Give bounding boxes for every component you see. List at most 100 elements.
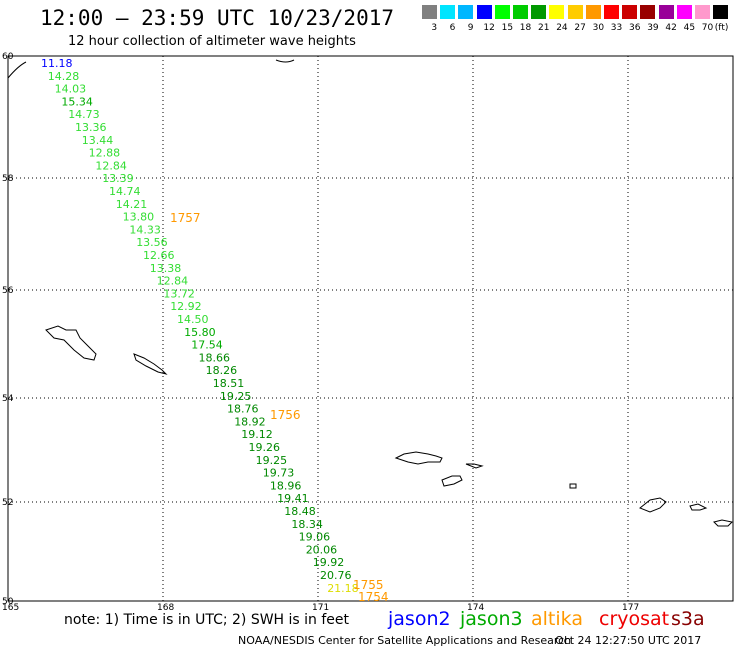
swh-value: 14.50 [177, 313, 209, 326]
colorbar-swatch [713, 5, 729, 19]
swh-value: 13.80 [123, 211, 155, 224]
island-small-1 [465, 463, 484, 469]
swh-value: 19.41 [277, 492, 309, 505]
swh-value: 18.34 [291, 518, 323, 531]
swh-value: 14.33 [129, 223, 161, 236]
satellite-s3a: s3a [671, 608, 705, 630]
colorbar-label: 21 [538, 23, 550, 33]
coastline [7, 59, 734, 527]
colorbar-label: 39 [647, 23, 659, 33]
longitude-label: 177 [622, 603, 639, 613]
colorbar-label: 9 [467, 23, 474, 33]
swh-value: 12.92 [170, 300, 202, 313]
colorbar-swatch [622, 5, 638, 19]
island-small-2 [441, 475, 463, 487]
swh-value: 15.34 [61, 95, 93, 108]
colorbar-label: 42 [665, 23, 677, 33]
colorbar-swatch [676, 5, 692, 19]
swh-value: 18.96 [270, 479, 302, 492]
colorbar-label: 70 [701, 23, 714, 33]
colorbar-label: 36 [629, 23, 641, 33]
swh-value: 19.25 [256, 454, 288, 467]
colorbar-swatch [531, 5, 547, 19]
colorbar-label: 45 [683, 23, 696, 33]
swh-value: 14.74 [109, 185, 141, 198]
swh-value: 13.44 [82, 134, 114, 147]
colorbar-swatch [585, 5, 601, 19]
colorbar-label: 15 [501, 23, 514, 33]
latitude-label: 58 [2, 174, 14, 184]
colorbar-swatch [422, 5, 437, 19]
latitude-label: 60 [2, 52, 14, 62]
satellite-altika: altika [531, 608, 583, 630]
swh-value: 14.28 [48, 70, 80, 83]
swh-value: 18.48 [284, 505, 316, 518]
generation-timestamp: Oct 24 12:27:50 UTC 2017 [555, 634, 702, 647]
swh-value: 15.80 [184, 326, 216, 339]
latitude-label: 50 [2, 597, 14, 607]
footer-note: note: 1) Time is in UTC; 2) SWH is in fe… [64, 612, 350, 628]
longitude-label: 174 [467, 603, 484, 613]
swh-value: 18.76 [227, 403, 259, 416]
swh-value: 13.56 [136, 236, 168, 249]
swh-value: 13.36 [75, 121, 107, 134]
longitude-label: 171 [312, 603, 329, 613]
swh-value: 19.12 [241, 428, 272, 441]
swh-value: 18.66 [199, 351, 231, 364]
island-umnak-west [394, 451, 443, 465]
swh-value: 19.25 [220, 390, 252, 403]
swh-value: 12.84 [157, 275, 189, 288]
colorbar-label: 3 [431, 23, 438, 33]
island-attu [45, 325, 97, 361]
map-title: 12:00 – 23:59 UTC 10/23/2017 [40, 6, 395, 30]
swh-value: 20.06 [306, 543, 338, 556]
swh-value: 20.76 [320, 569, 352, 582]
pass-time-label: 1755 [353, 578, 384, 592]
pass-time-label: 1754 [358, 590, 389, 604]
swh-value: 19.92 [313, 556, 345, 569]
colorbar-swatch [640, 5, 656, 19]
latitude-label: 54 [2, 394, 14, 404]
colorbar-swatch [695, 5, 710, 19]
colorbar-label: 30 [592, 23, 605, 33]
coastline-north [7, 59, 295, 79]
swh-value: 12.66 [143, 249, 175, 262]
pass-time-label: 1756 [270, 408, 301, 422]
colorbar-swatch [604, 5, 619, 19]
island-east-3 [713, 519, 734, 527]
swh-value: 19.73 [263, 467, 295, 480]
island-east-2 [689, 503, 708, 511]
swh-value: 18.26 [206, 364, 238, 377]
swh-value: 13.72 [163, 287, 195, 300]
colorbar-label: 27 [574, 23, 586, 33]
swh-value: 18.51 [213, 377, 245, 390]
island-east-1 [639, 497, 667, 513]
swh-value: 13.39 [102, 172, 134, 185]
colorbar-label: 6 [449, 23, 456, 33]
colorbar-swatch [549, 5, 565, 19]
swh-value: 14.03 [55, 83, 87, 96]
credit-line: NOAA/NESDIS Center for Satellite Applica… [238, 634, 572, 647]
colorbar-swatch [476, 5, 492, 19]
island-agattu [133, 353, 168, 375]
colorbar-swatch [658, 5, 674, 19]
longitude-label: 168 [157, 603, 174, 613]
colorbar-swatch [458, 5, 474, 19]
latitude-label: 52 [2, 498, 13, 508]
swh-value: 21.18 [327, 582, 359, 595]
colorbar-swatch [513, 5, 528, 19]
map-subtitle: 12 hour collection of altimeter wave hei… [68, 34, 356, 49]
satellite-cryosat: cryosat [599, 608, 670, 630]
map-frame [7, 55, 734, 602]
swh-value: 14.21 [116, 198, 148, 211]
graticule [8, 56, 733, 601]
colorbar-label: (ft) [714, 23, 729, 33]
island-small-3 [569, 483, 577, 489]
colorbar-swatch [494, 5, 510, 19]
swh-value: 12.84 [95, 159, 127, 172]
swh-value: 19.06 [299, 531, 331, 544]
swh-track: 11.1814.2814.0315.3414.7313.3613.4412.88… [41, 57, 359, 595]
